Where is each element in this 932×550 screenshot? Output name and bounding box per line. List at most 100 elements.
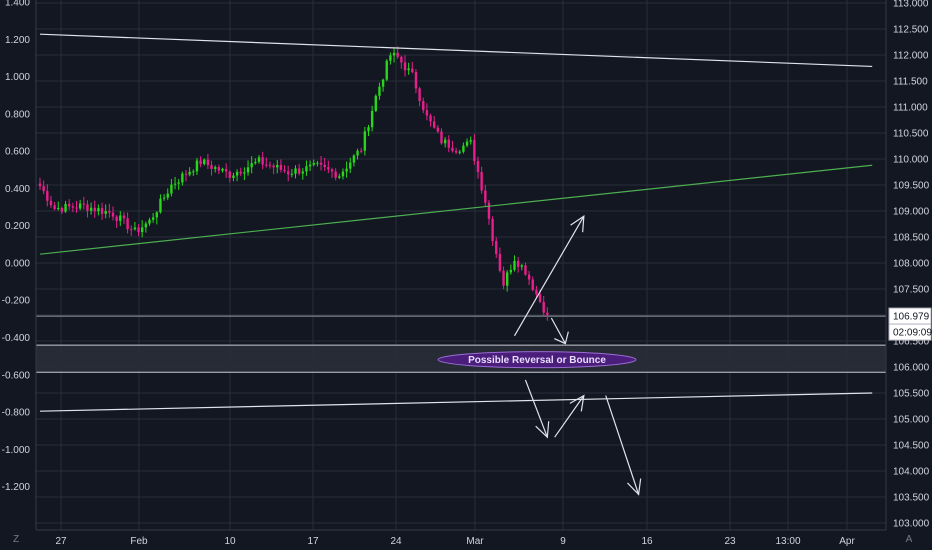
candle-body	[199, 160, 202, 165]
candle-body	[338, 176, 341, 178]
candle-body	[392, 52, 396, 56]
left-axis[interactable]: 1.400 1.200 1.000 0.800 0.600 0.400 0.200 0.000…	[2, 0, 31, 493]
candle-body	[341, 171, 345, 177]
left-tick-label: 0.200	[5, 221, 30, 232]
candle-body	[166, 193, 169, 198]
time-tick-label: 13:00	[775, 536, 800, 547]
candle-body	[159, 198, 162, 213]
candle-body	[243, 172, 246, 174]
trendline-layer[interactable]	[39, 33, 873, 412]
candle-body	[524, 265, 527, 275]
candle-body	[465, 141, 469, 146]
candle-body	[122, 215, 126, 219]
candle-body	[334, 171, 337, 178]
right-tick-label: 112.500	[893, 25, 929, 36]
candle-body	[360, 150, 363, 152]
candle-body	[546, 312, 549, 315]
candle-body	[370, 110, 374, 128]
annotation-bubble[interactable]	[437, 351, 637, 369]
trendline-green-support	[39, 164, 873, 255]
auto-scale-button[interactable]: A	[906, 534, 913, 545]
annotation-label: Possible Reversal or Bounce	[468, 355, 606, 366]
time-tick-label: Feb	[130, 536, 148, 547]
candle-body	[516, 260, 520, 267]
right-tick-label: 110.000	[893, 155, 929, 166]
projection-arrow	[605, 395, 640, 495]
candle-body	[148, 219, 151, 224]
candle-body	[520, 265, 523, 267]
projection-arrow	[524, 379, 548, 438]
projection-arrows[interactable]	[513, 215, 642, 496]
right-tick-label: 107.500	[893, 285, 930, 296]
candle-body	[509, 269, 513, 273]
candlestick-series	[38, 46, 549, 321]
candle-body	[133, 227, 137, 230]
right-tick-label: 104.000	[893, 467, 930, 478]
candle-body	[305, 166, 308, 172]
candle-body	[294, 168, 297, 174]
price-tags: 106.979 02:09:09	[888, 307, 932, 341]
candle-body	[64, 203, 67, 212]
candle-body	[436, 127, 440, 132]
chart-grid	[36, 0, 886, 530]
candle-body	[93, 207, 96, 212]
candle-body	[82, 203, 85, 205]
right-tick-label: 113.000	[893, 0, 929, 10]
candle-body	[458, 151, 461, 153]
annotation-layer[interactable]: Possible Reversal or Bounce	[437, 351, 637, 369]
left-tick-label: -0.800	[2, 408, 31, 419]
candle-body	[155, 212, 158, 218]
candle-body	[38, 183, 42, 187]
candle-body	[495, 241, 498, 254]
candle-body	[330, 169, 334, 172]
candle-body	[261, 157, 264, 165]
candle-body	[203, 159, 206, 165]
candle-body	[108, 211, 111, 213]
candle-body	[506, 272, 509, 286]
left-tick-label: -0.600	[2, 370, 31, 381]
candle-body	[130, 229, 133, 231]
candle-body	[502, 270, 505, 286]
candle-body	[239, 171, 242, 174]
candle-body	[272, 165, 275, 168]
right-tick-label: 103.500	[893, 493, 930, 504]
candle-body	[246, 167, 250, 173]
time-axis[interactable]: 27 Feb 10 17 24 Mar 9 16 23 13:00 Apr	[55, 536, 855, 547]
candle-body	[352, 155, 356, 163]
candle-body	[542, 301, 545, 313]
candle-body	[454, 150, 458, 153]
candle-body	[422, 101, 425, 111]
candle-body	[484, 190, 487, 203]
trendline-upper-resistance	[39, 33, 873, 68]
entry-arrowhead	[554, 331, 569, 345]
candle-body	[214, 167, 217, 169]
candle-body	[181, 173, 184, 183]
timezone-button[interactable]: Z	[13, 534, 19, 545]
candle-body	[443, 139, 447, 144]
candle-body	[349, 162, 352, 169]
candle-body	[184, 173, 188, 175]
candle-body	[57, 208, 60, 210]
candle-body	[257, 157, 261, 162]
candle-body	[97, 208, 100, 212]
candle-body	[268, 164, 272, 166]
candle-body	[345, 168, 348, 172]
candle-body	[538, 294, 542, 302]
right-axis[interactable]: 113.000 112.500 112.000 111.500 111.000 110.5…	[893, 0, 930, 530]
candle-body	[513, 260, 516, 270]
candle-body	[363, 131, 367, 151]
candle-body	[162, 197, 166, 199]
candle-body	[407, 68, 410, 71]
candle-body	[144, 223, 148, 228]
candle-body	[224, 168, 228, 172]
candle-body	[177, 182, 180, 184]
time-tick-label: 17	[307, 536, 319, 547]
candle-body	[78, 203, 82, 209]
candle-body	[308, 164, 312, 167]
right-tick-label: 110.500	[893, 129, 929, 140]
right-tick-label: 105.000	[893, 415, 930, 426]
candle-body	[235, 171, 239, 176]
candle-body	[297, 168, 301, 174]
candle-body	[250, 163, 253, 168]
